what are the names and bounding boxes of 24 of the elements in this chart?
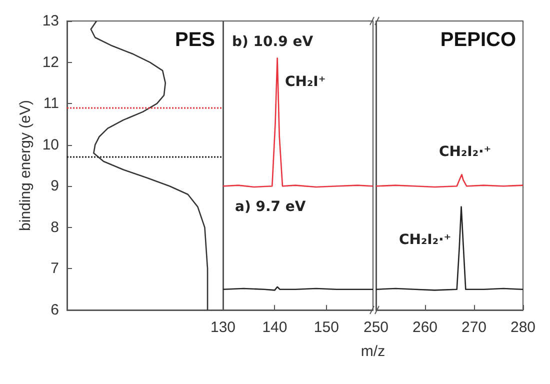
x-tick-label: 280	[510, 319, 536, 336]
x-axis-title: m/z	[360, 343, 386, 360]
y-tick-label: 13	[42, 12, 59, 30]
y-tick-label: 8	[50, 218, 59, 236]
annotation: b) 10.9 eV	[232, 34, 314, 50]
x-tick-label: 130	[210, 319, 236, 336]
y-tick-label: 9	[50, 178, 59, 195]
annotation: CH₂I₂·⁺	[399, 232, 452, 248]
y-axis-title: binding energy (eV)	[17, 100, 34, 231]
y-tick-label: 12	[42, 54, 59, 71]
x-tick-label: 150	[314, 319, 339, 336]
x-tick-label: 250	[363, 319, 389, 336]
y-tick-label: 6	[50, 302, 59, 318]
x-tick-label: 260	[412, 319, 438, 336]
annotation: a) 9.7 eV	[235, 199, 306, 215]
annotation: PEPICO	[440, 29, 516, 51]
annotation: CH₂I₂·⁺	[439, 144, 492, 160]
x-tick-label: 140	[262, 319, 288, 336]
y-tick-label: 7	[50, 260, 59, 278]
x-tick-label: 270	[461, 319, 487, 336]
annotation: CH₂I⁺	[285, 74, 326, 90]
y-tick-label: 11	[43, 95, 59, 112]
y-tick-label: 10	[42, 136, 59, 154]
annotation: PES	[174, 29, 216, 51]
